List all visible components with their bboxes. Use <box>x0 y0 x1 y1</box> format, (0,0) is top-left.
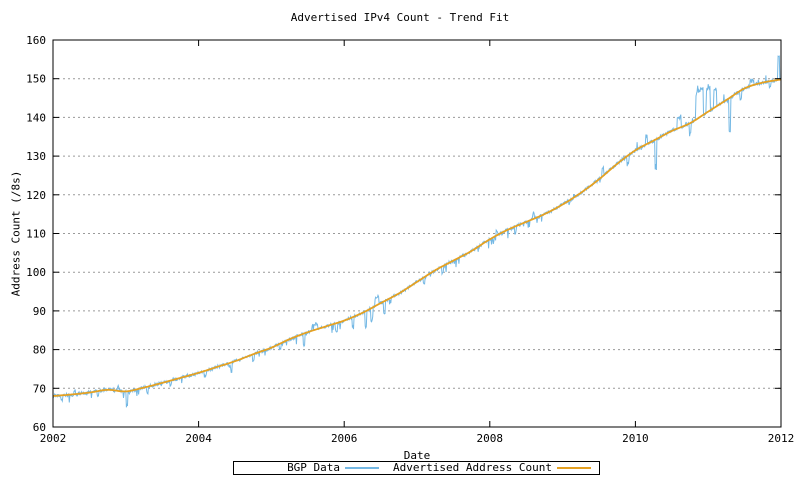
legend-line-sample-bgp-data <box>345 467 380 469</box>
x-tick-label: 2008 <box>477 432 504 445</box>
y-tick-label: 120 <box>26 189 46 202</box>
legend-entry-advertised-count: Advertised Address Count <box>393 462 591 474</box>
series-bgp-data <box>53 55 781 408</box>
legend-label-bgp-data: BGP Data <box>287 461 341 474</box>
y-tick-label: 60 <box>33 421 46 434</box>
legend-line-sample-advertised-count <box>557 467 591 469</box>
x-tick-label: 2010 <box>622 432 649 445</box>
x-tick-label: 2006 <box>331 432 358 445</box>
legend-entry-bgp-data: BGP Data <box>287 462 393 474</box>
chart-title: Advertised IPv4 Count - Trend Fit <box>290 11 510 24</box>
x-tick-label: 2004 <box>185 432 212 445</box>
x-tick-label: 2012 <box>768 432 795 445</box>
legend-label-advertised-count: Advertised Address Count <box>393 461 552 474</box>
legend: BGP Data Advertised Address Count <box>233 461 600 475</box>
y-tick-label: 140 <box>26 111 46 124</box>
y-tick-label: 70 <box>33 382 46 395</box>
y-tick-label: 160 <box>26 34 46 47</box>
series-trend-fit <box>53 78 781 397</box>
x-axis-label: Date <box>403 449 431 462</box>
x-tick-label: 2002 <box>40 432 67 445</box>
y-tick-label: 130 <box>26 150 46 163</box>
y-tick-label: 110 <box>26 228 46 241</box>
plot-border <box>52 39 782 428</box>
y-tick-label: 90 <box>33 305 46 318</box>
y-tick-label: 100 <box>26 266 46 279</box>
y-tick-label: 150 <box>26 73 46 86</box>
y-tick-label: 80 <box>33 344 46 357</box>
